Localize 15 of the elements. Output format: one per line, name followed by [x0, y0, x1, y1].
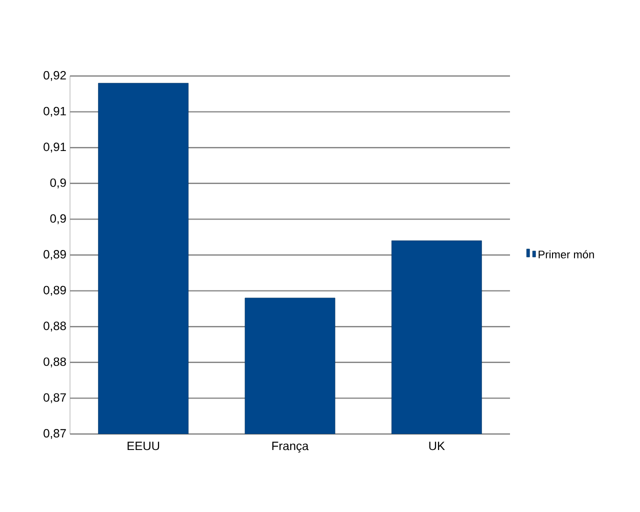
y-tick-label: 0,91: [44, 142, 66, 153]
y-tick-label: 0,89: [44, 250, 66, 260]
y-tick-label: 0,92: [44, 71, 66, 81]
y-tick-label: 0,87: [44, 393, 66, 404]
legend-label: Primer món: [538, 250, 594, 258]
y-tick-label: 0,87: [44, 429, 66, 439]
y-tick-label: 0,9: [50, 214, 66, 224]
y-tick-label: 0,91: [44, 106, 66, 117]
x-tick-label: EEUU: [128, 442, 160, 450]
y-tick-label: 0,88: [44, 322, 66, 332]
y-tick-label: 0,88: [44, 357, 66, 368]
x-tick-label: UK: [429, 442, 445, 450]
y-tick-label: 0,89: [44, 286, 66, 296]
x-tick-label: França: [272, 442, 309, 453]
y-tick-label: 0,9: [50, 178, 66, 188]
